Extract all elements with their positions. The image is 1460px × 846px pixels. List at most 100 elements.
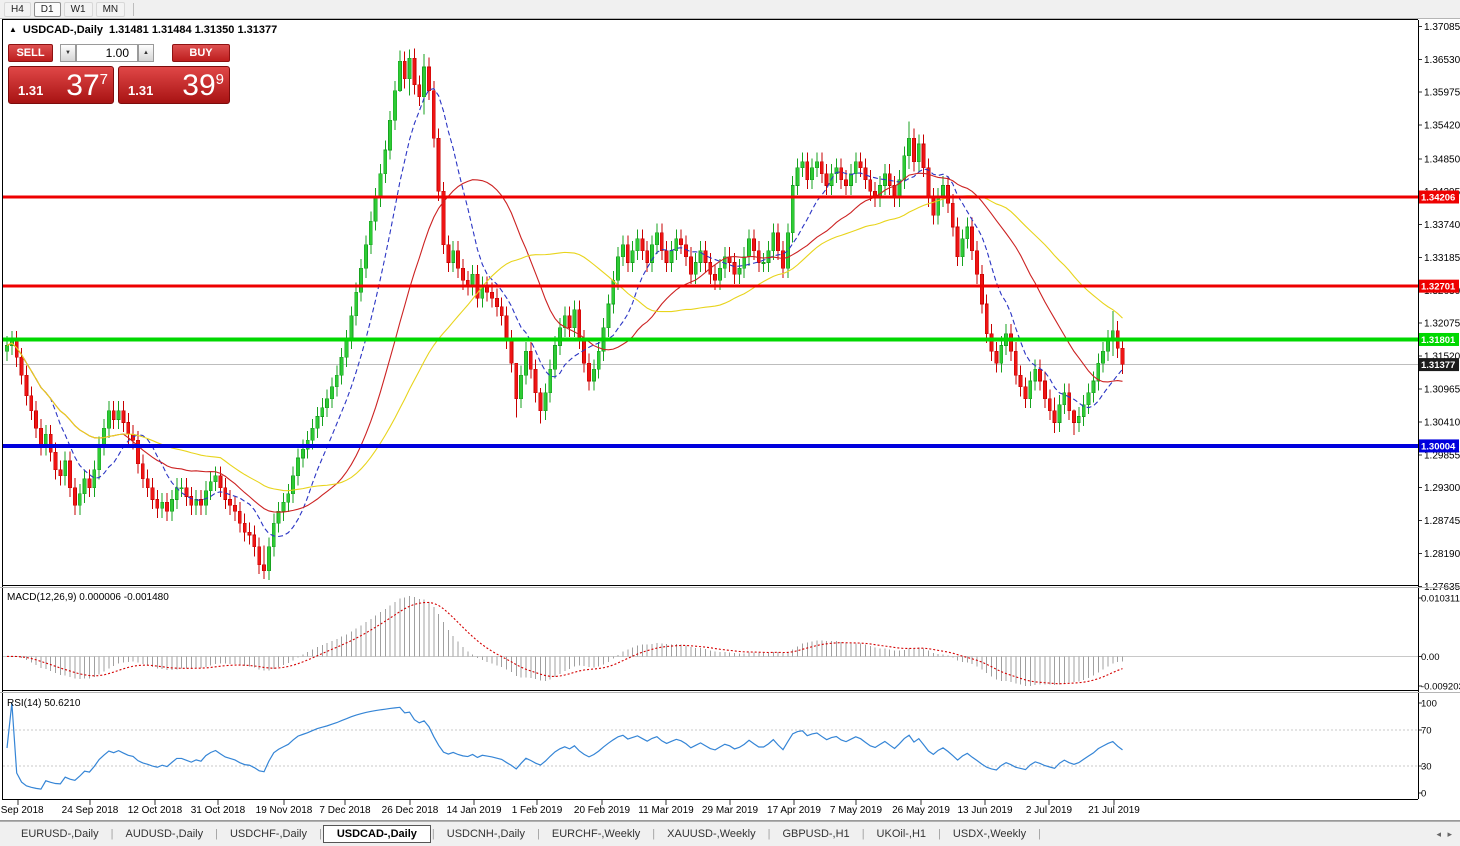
svg-text:-0.009203: -0.009203: [1421, 682, 1460, 693]
sell-price-box[interactable]: 1.31 37 7: [8, 66, 114, 104]
svg-text:1.34206: 1.34206: [1421, 193, 1455, 204]
tab-separator: |: [110, 828, 114, 840]
svg-text:19 Nov 2018: 19 Nov 2018: [256, 805, 313, 816]
tab-eurusd-daily[interactable]: EURUSD-,Daily: [21, 828, 99, 840]
buy-price-prefix: 1.31: [128, 83, 154, 98]
tab-ukoil-h1[interactable]: UKOil-,H1: [876, 828, 927, 840]
tab-separator: |: [652, 828, 656, 840]
rsi-title: RSI(14): [7, 698, 42, 709]
svg-text:0: 0: [1421, 789, 1426, 800]
svg-text:1.31377: 1.31377: [1421, 360, 1455, 371]
macd-axis: 0.010311 0.00 -0.009203: [1418, 594, 1460, 693]
svg-text:20 Feb 2019: 20 Feb 2019: [574, 805, 631, 816]
tab-eurchf-weekly[interactable]: EURCHF-,Weekly: [551, 828, 641, 840]
tab-usdchf-daily[interactable]: USDCHF-,Daily: [229, 828, 307, 840]
tab-xauusd-weekly[interactable]: XAUUSD-,Weekly: [667, 828, 756, 840]
sell-price-pip: 7: [99, 71, 108, 88]
price-axis: 1.37085 1.36530 1.35975 1.35420 1.34850 1.342…: [1418, 22, 1460, 593]
svg-text:1.35420: 1.35420: [1424, 121, 1460, 132]
sell-price-main: 37: [66, 69, 100, 102]
timeframe-w1-button[interactable]: W1: [63, 1, 93, 17]
svg-text:31 Oct 2018: 31 Oct 2018: [191, 805, 246, 816]
svg-text:5 Sep 2018: 5 Sep 2018: [0, 805, 44, 816]
tab-audusd-daily[interactable]: AUDUSD-,Daily: [125, 828, 204, 840]
buy-price-main: 39: [182, 69, 216, 102]
svg-text:0.010311: 0.010311: [1421, 594, 1460, 605]
tab-separator: |: [767, 828, 771, 840]
buy-price-box[interactable]: 1.31 39 9: [118, 66, 230, 104]
tab-scroll-buttons[interactable]: ◂ ▸: [1436, 828, 1454, 839]
svg-text:1.31801: 1.31801: [1421, 335, 1456, 346]
sell-button[interactable]: SELL: [8, 44, 53, 62]
moving-average-25: [6, 172, 1123, 513]
svg-text:1.32075: 1.32075: [1424, 319, 1460, 330]
tab-separator: |: [215, 828, 218, 840]
svg-text:1 Feb 2019: 1 Feb 2019: [512, 805, 563, 816]
svg-text:26 May 2019: 26 May 2019: [892, 805, 950, 816]
tab-usdx-weekly[interactable]: USDX-,Weekly: [952, 828, 1027, 840]
volume-increase-button[interactable]: ▲: [138, 44, 154, 62]
chart-ohlc-values: 1.31481 1.31484 1.31350 1.31377: [109, 24, 278, 36]
svg-text:30: 30: [1421, 762, 1432, 773]
svg-text:7 May 2019: 7 May 2019: [830, 805, 883, 816]
svg-text:29 Mar 2019: 29 Mar 2019: [702, 805, 759, 816]
triangle-up-icon: ▲: [143, 50, 149, 56]
tab-separator: |: [861, 828, 865, 840]
svg-text:13 Jun 2019: 13 Jun 2019: [957, 805, 1012, 816]
tab-separator: |: [1038, 828, 1041, 840]
timeframe-toolbar: H4 D1 W1 MN: [0, 0, 1460, 19]
tab-usdcnh-daily[interactable]: USDCNH-,Daily: [446, 828, 525, 840]
tab-separator: |: [431, 828, 435, 840]
svg-text:100: 100: [1421, 699, 1437, 710]
macd-pane[interactable]: [3, 596, 1418, 686]
date-axis: 5 Sep 2018 24 Sep 2018 12 Oct 2018 31 Oct 2…: [0, 800, 1140, 816]
svg-text:14 Jan 2019: 14 Jan 2019: [446, 805, 501, 816]
svg-text:1.33740: 1.33740: [1424, 220, 1460, 231]
svg-text:1.35975: 1.35975: [1424, 88, 1460, 99]
svg-text:1.30965: 1.30965: [1424, 384, 1460, 395]
rsi-pane[interactable]: [3, 702, 1418, 790]
svg-text:1.37085: 1.37085: [1424, 22, 1460, 33]
sell-price-prefix: 1.31: [18, 83, 44, 98]
svg-text:2 Jul 2019: 2 Jul 2019: [1026, 805, 1073, 816]
svg-text:1.28745: 1.28745: [1424, 516, 1460, 527]
svg-text:1.28190: 1.28190: [1424, 549, 1460, 560]
macd-signal-line: [6, 601, 1123, 685]
tab-separator: |: [938, 828, 941, 840]
triangle-down-icon: ▼: [65, 50, 71, 56]
main-price-pane[interactable]: [3, 48, 1418, 581]
timeframe-h4-button[interactable]: H4: [4, 1, 31, 17]
svg-text:1.36530: 1.36530: [1424, 55, 1460, 66]
rsi-axis: 100 70 30 0: [1418, 699, 1437, 800]
volume-decrease-button[interactable]: ▼: [60, 44, 76, 62]
svg-text:26 Dec 2018: 26 Dec 2018: [382, 805, 439, 816]
one-click-trading-panel: SELL ▼ ▲ BUY 1.31 37 7 1.31 39 9: [6, 44, 232, 104]
svg-text:1.34850: 1.34850: [1424, 154, 1460, 165]
collapse-arrow-icon[interactable]: ▲: [9, 25, 17, 34]
svg-text:24 Sep 2018: 24 Sep 2018: [62, 805, 119, 816]
svg-text:12 Oct 2018: 12 Oct 2018: [128, 805, 183, 816]
timeframe-mn-button[interactable]: MN: [95, 1, 126, 17]
buy-price-pip: 9: [215, 71, 224, 88]
rsi-value: 50.6210: [44, 698, 81, 709]
macd-title: MACD(12,26,9): [7, 592, 77, 603]
tab-usdcad-daily[interactable]: USDCAD-,Daily: [322, 825, 431, 843]
moving-average-45: [6, 195, 1123, 492]
buy-button[interactable]: BUY: [172, 44, 230, 62]
toolbar-separator: [133, 2, 135, 16]
chart-title: ▲ USDCAD-,Daily 1.31481 1.31484 1.31350 …: [9, 24, 277, 36]
svg-text:1.31520: 1.31520: [1424, 352, 1460, 363]
volume-input[interactable]: [76, 44, 138, 62]
svg-text:11 Mar 2019: 11 Mar 2019: [638, 805, 694, 816]
rsi-label: RSI(14) 50.6210: [7, 698, 80, 709]
timeframe-d1-button[interactable]: D1: [33, 1, 61, 17]
moving-average-10: [6, 88, 1123, 538]
macd-values: 0.000006 -0.001480: [79, 592, 169, 603]
tab-gbpusd-h1[interactable]: GBPUSD-,H1: [782, 828, 850, 840]
svg-text:0.00: 0.00: [1421, 652, 1440, 663]
svg-text:1.30410: 1.30410: [1424, 417, 1460, 428]
macd-histogram: [11, 596, 1123, 686]
chart-tabs-bar: EURUSD-,Daily | AUDUSD-,Daily | USDCHF-,Dail…: [0, 821, 1460, 846]
